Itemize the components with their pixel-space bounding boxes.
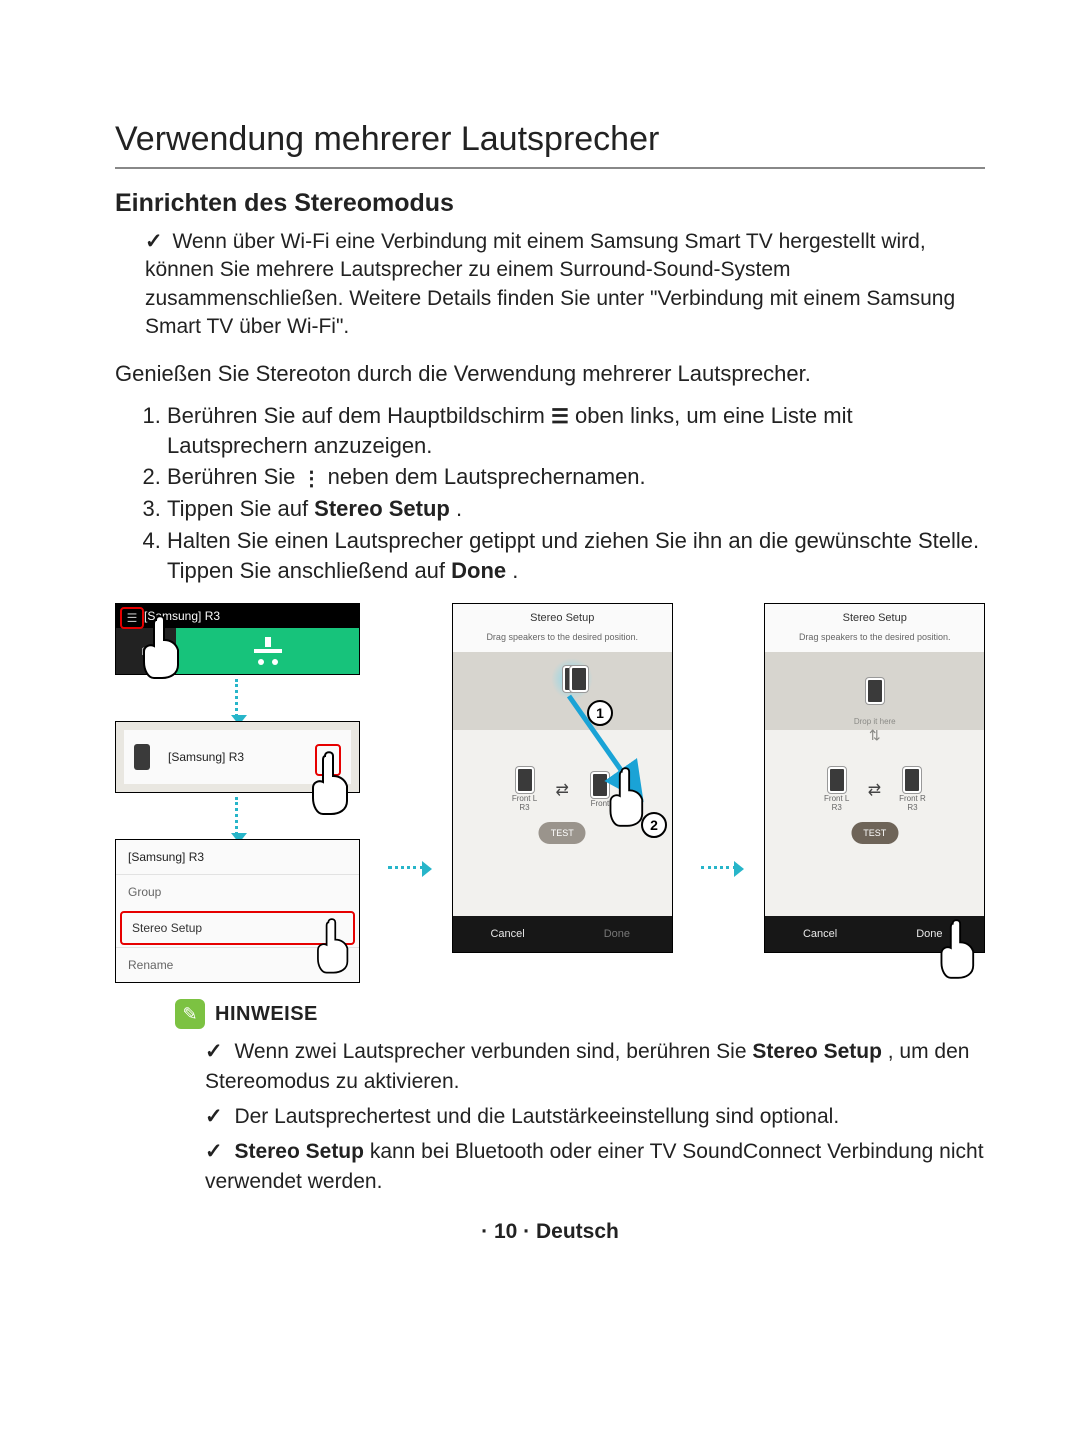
menu-item-group[interactable]: Group — [116, 874, 359, 909]
step-1-text-a: Berühren Sie auf dem Hauptbildschirm — [167, 403, 551, 428]
screen-1-home: ☰ [Samsung] R3 ▢ — [115, 603, 360, 675]
intro-check-item: Wenn über Wi-Fi eine Verbindung mit eine… — [145, 228, 985, 341]
screen-3-context-menu: [Samsung] R3 Group Stereo Setup Rename — [115, 839, 360, 983]
document-page: Verwendung mehrerer Lautsprecher Einrich… — [0, 0, 1080, 1451]
hamburger-icon: ☰ — [551, 407, 569, 427]
steps-list: Berühren Sie auf dem Hauptbildschirm ☰ o… — [115, 401, 985, 585]
front-left-label: Front L R3 — [824, 795, 849, 813]
step-3-bold: Stereo Setup — [314, 496, 450, 521]
vertical-dots-icon: ⋮ — [302, 469, 322, 489]
step-3: Tippen Sie auf Stereo Setup . — [167, 494, 985, 524]
dotted-arrow-right-icon — [701, 866, 737, 871]
speaker-row-label: [Samsung] R3 — [168, 750, 244, 764]
note-1-bold: Stereo Setup — [752, 1040, 882, 1063]
step-3-text-b: . — [456, 496, 462, 521]
dotted-arrow-right-icon — [388, 866, 424, 871]
menu-item-stereo-setup[interactable]: Stereo Setup — [120, 911, 355, 945]
drop-zone-row: Front L R3 ⇄ Front R R3 TEST — [765, 730, 984, 850]
front-left-label: Front L R3 — [512, 795, 537, 813]
dotted-arrow-down-icon — [235, 679, 240, 717]
mock-footer: Cancel Done — [453, 916, 672, 952]
step-3-text-a: Tippen Sie auf — [167, 496, 314, 521]
callout-badge-2: 2 — [641, 812, 667, 838]
note-2: Der Lautsprechertest und die Lautstärkee… — [205, 1102, 985, 1131]
front-left-slot[interactable]: Front L R3 — [512, 767, 538, 813]
note-1: Wenn zwei Lautsprecher verbunden sind, b… — [205, 1037, 985, 1096]
step-4: Halten Sie einen Lautsprecher getippt un… — [167, 526, 985, 585]
menu-item-stereo-setup-label: Stereo Setup — [132, 921, 202, 935]
network-tile — [176, 628, 359, 674]
step-2: Berühren Sie ⋮ neben dem Lautsprechernam… — [167, 462, 985, 492]
speaker-origin-band-done: Drop it here ⇅ — [765, 652, 984, 730]
stereo-setup-screen-drag: Stereo Setup Drag speakers to the desire… — [452, 603, 673, 953]
test-button[interactable]: TEST — [539, 822, 586, 844]
step-4-text-b: . — [512, 558, 518, 583]
notes-header: ✎ HINWEISE — [175, 999, 985, 1029]
page-title: Verwendung mehrerer Lautsprecher — [115, 120, 985, 159]
context-menu-header: [Samsung] R3 — [116, 840, 359, 874]
note-3: Stereo Setup kann bei Bluetooth oder ein… — [205, 1137, 985, 1196]
mock-subtitle: Drag speakers to the desired position. — [765, 628, 984, 652]
section-subtitle: Einrichten des Stereomodus — [115, 189, 985, 218]
dotted-arrow-down-icon — [235, 797, 240, 835]
step-1: Berühren Sie auf dem Hauptbildschirm ☰ o… — [167, 401, 985, 460]
front-left-slot[interactable]: Front L R3 — [824, 767, 850, 813]
front-right-slot[interactable]: Front R R3 — [899, 767, 926, 813]
lead-paragraph: Genießen Sie Stereoton durch die Verwend… — [115, 359, 985, 389]
speaker-thumbnail-icon — [134, 744, 150, 770]
note-3-bold: Stereo Setup — [234, 1140, 364, 1163]
done-button-disabled: Done — [562, 916, 671, 952]
page-footer: · 10 · Deutsch — [115, 1220, 985, 1244]
intro-checklist: Wenn über Wi-Fi eine Verbindung mit eine… — [145, 228, 985, 341]
drop-zone-label: Drop it here — [854, 717, 896, 726]
step-2-text-b: neben dem Lautsprechernamen. — [328, 464, 646, 489]
speaker-icon — [903, 767, 921, 793]
note-1-a: Wenn zwei Lautsprecher verbunden sind, b… — [234, 1040, 752, 1063]
diagram-row: ☰ [Samsung] R3 ▢ — [115, 603, 985, 983]
pointer-hand-icon — [305, 746, 365, 816]
stereo-setup-screen-done: Stereo Setup Drag speakers to the desire… — [764, 603, 985, 953]
swap-icon[interactable]: ⇄ — [556, 780, 569, 800]
network-icon — [254, 637, 282, 665]
mock-subtitle: Drag speakers to the desired position. — [453, 628, 672, 652]
step-4-bold: Done — [451, 558, 506, 583]
speaker-icon — [828, 767, 846, 793]
pointer-hand-icon — [311, 913, 363, 975]
front-right-label: Front R R3 — [899, 795, 926, 813]
title-underline — [115, 167, 985, 169]
speaker-icon — [516, 767, 534, 793]
notes-block: ✎ HINWEISE Wenn zwei Lautsprecher verbun… — [175, 999, 985, 1196]
notes-list: Wenn zwei Lautsprecher verbunden sind, b… — [175, 1037, 985, 1196]
cancel-button[interactable]: Cancel — [453, 916, 562, 952]
step-2-text-a: Berühren Sie — [167, 464, 302, 489]
pointer-hand-icon — [136, 610, 196, 680]
notes-icon: ✎ — [175, 999, 205, 1029]
notes-title: HINWEISE — [215, 1003, 318, 1026]
step-4-text-a: Halten Sie einen Lautsprecher getippt un… — [167, 528, 979, 583]
callout-badge-1: 1 — [587, 700, 613, 726]
mock-title: Stereo Setup — [453, 604, 672, 628]
swap-icon[interactable]: ⇄ — [868, 780, 881, 800]
draggable-speaker-icon[interactable] — [570, 666, 588, 692]
cancel-button[interactable]: Cancel — [765, 916, 874, 952]
speaker-origin-band — [453, 652, 672, 730]
pointer-hand-icon — [934, 914, 990, 980]
screen-2-speaker-list: [Samsung] R3 ⋮ — [115, 721, 360, 793]
left-column: ☰ [Samsung] R3 ▢ — [115, 603, 360, 983]
test-button[interactable]: TEST — [851, 822, 898, 844]
speaker-icon — [866, 678, 884, 704]
mock-title: Stereo Setup — [765, 604, 984, 628]
